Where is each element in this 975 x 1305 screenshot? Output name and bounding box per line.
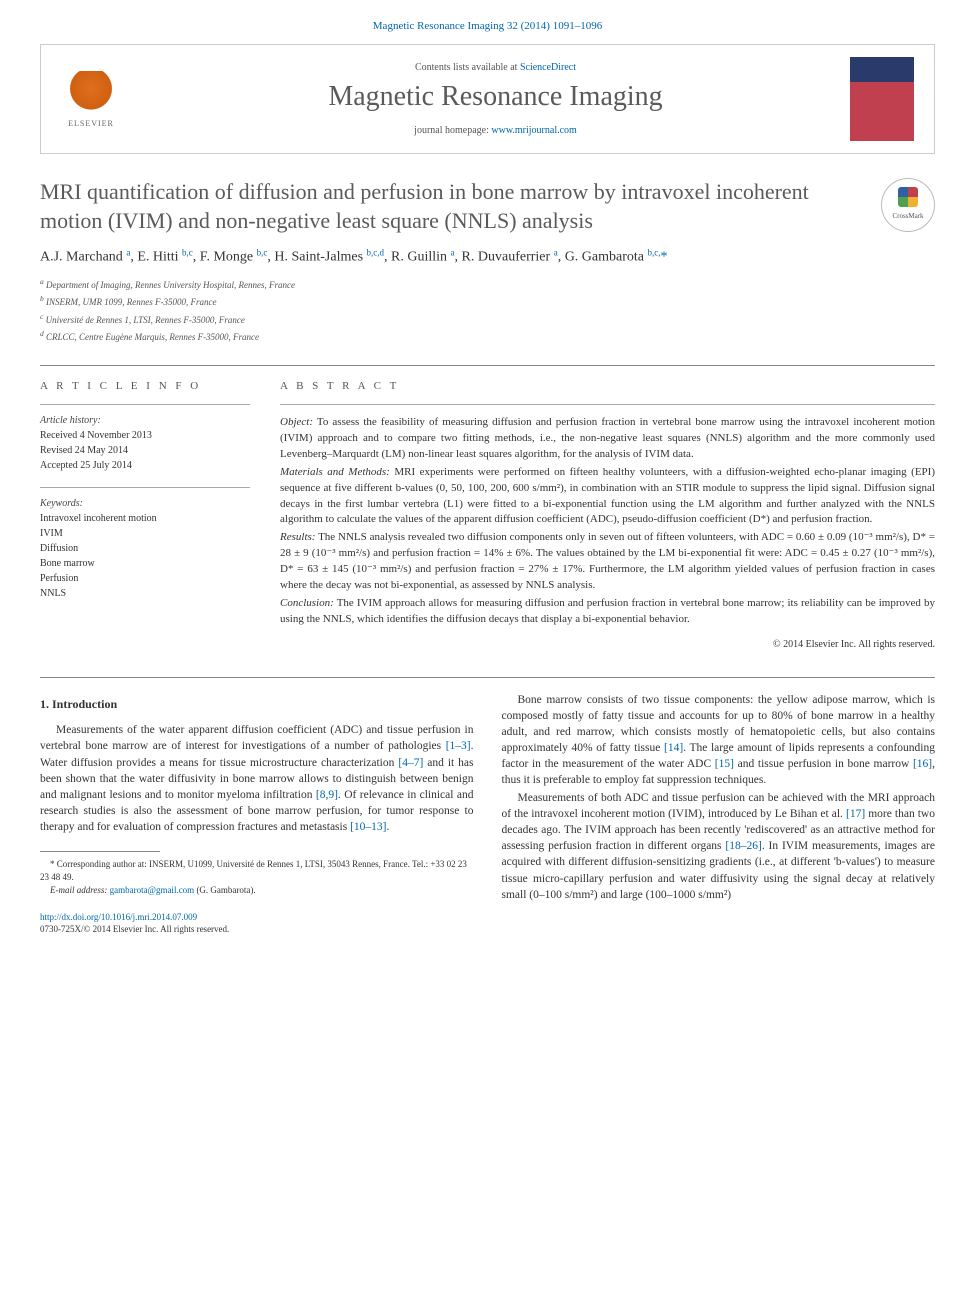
citation-link[interactable]: Magnetic Resonance Imaging 32 (2014) 109… <box>373 20 602 32</box>
elsevier-logo[interactable]: ELSEVIER <box>61 64 121 134</box>
affiliations: a Department of Imaging, Rennes Universi… <box>40 276 935 345</box>
ref-10-13[interactable]: [10–13] <box>350 821 386 833</box>
ref-1-3[interactable]: [1–3] <box>446 740 471 752</box>
abstract-results: Results: The NNLS analysis revealed two … <box>280 531 935 591</box>
article-history: Article history: Received 4 November 201… <box>40 404 250 473</box>
keyword: IVIM <box>40 526 250 541</box>
divider-bottom <box>40 677 935 678</box>
abstract-object: Object: To assess the feasibility of mea… <box>280 416 935 460</box>
affiliation-line: a Department of Imaging, Rennes Universi… <box>40 276 935 293</box>
keyword: Intravoxel incoherent motion <box>40 511 250 526</box>
p1-a: Measurements of the water apparent diffu… <box>40 724 474 752</box>
intro-p2: Bone marrow consists of two tissue compo… <box>502 692 936 789</box>
footnotes: * Corresponding author at: INSERM, U1099… <box>40 858 474 897</box>
email-suffix: (G. Gambarota). <box>194 885 255 895</box>
footer-bar: http://dx.doi.org/10.1016/j.mri.2014.07.… <box>40 911 474 936</box>
header-center: Contents lists available at ScienceDirec… <box>141 62 850 136</box>
article-info-heading: A R T I C L E I N F O <box>40 380 250 392</box>
article-title: MRI quantification of diffusion and perf… <box>40 178 861 235</box>
ref-8-9[interactable]: [8,9] <box>316 789 338 801</box>
journal-homepage: journal homepage: www.mrijournal.com <box>141 125 850 136</box>
keyword: Bone marrow <box>40 556 250 571</box>
ref-15[interactable]: [15] <box>715 758 734 770</box>
keywords-list: Intravoxel incoherent motionIVIMDiffusio… <box>40 511 250 601</box>
elsevier-tree-icon <box>69 71 113 115</box>
abstract-conclusion: Conclusion: The IVIM approach allows for… <box>280 597 935 625</box>
body-text: 1. Introduction Measurements of the wate… <box>40 692 935 936</box>
footnote-divider <box>40 851 160 852</box>
sciencedirect-link[interactable]: ScienceDirect <box>520 62 576 73</box>
title-row: MRI quantification of diffusion and perf… <box>40 178 935 235</box>
journal-cover-thumb[interactable] <box>850 57 914 141</box>
abstract-heading: A B S T R A C T <box>280 380 935 392</box>
article-info-col: A R T I C L E I N F O Article history: R… <box>40 380 250 653</box>
intro-heading: 1. Introduction <box>40 696 474 713</box>
citation-bar: Magnetic Resonance Imaging 32 (2014) 109… <box>40 20 935 32</box>
journal-header: ELSEVIER Contents lists available at Sci… <box>40 44 935 154</box>
keyword: NNLS <box>40 586 250 601</box>
affiliation-line: d CRLCC, Centre Eugène Marquis, Rennes F… <box>40 328 935 345</box>
abstract-copyright: © 2014 Elsevier Inc. All rights reserved… <box>280 638 935 653</box>
authors-line: A.J. Marchand a, E. Hitti b,c, F. Monge … <box>40 247 935 266</box>
affiliation-line: c Université de Rennes 1, LTSI, Rennes F… <box>40 311 935 328</box>
revised-date: Revised 24 May 2014 <box>40 443 250 458</box>
corresponding-author: * Corresponding author at: INSERM, U1099… <box>40 858 474 883</box>
ref-14[interactable]: [14] <box>664 742 683 754</box>
info-abstract-row: A R T I C L E I N F O Article history: R… <box>40 380 935 653</box>
abstract-col: A B S T R A C T Object: To assess the fe… <box>280 380 935 653</box>
email-line: E-mail address: gambarota@gmail.com (G. … <box>40 884 474 897</box>
email-label: E-mail address: <box>50 885 110 895</box>
divider-top <box>40 365 935 366</box>
accepted-date: Accepted 25 July 2014 <box>40 458 250 473</box>
ref-17[interactable]: [17] <box>846 808 865 820</box>
intro-p3: Measurements of both ADC and tissue perf… <box>502 790 936 903</box>
issn-copyright: 0730-725X/© 2014 Elsevier Inc. All right… <box>40 924 229 934</box>
abstract-methods: Materials and Methods: MRI experiments w… <box>280 466 935 526</box>
history-label: Article history: <box>40 413 250 428</box>
contents-prefix: Contents lists available at <box>415 62 520 73</box>
ref-16[interactable]: [16] <box>913 758 932 770</box>
doi-link[interactable]: http://dx.doi.org/10.1016/j.mri.2014.07.… <box>40 912 197 922</box>
elsevier-name: ELSEVIER <box>68 119 114 128</box>
homepage-link[interactable]: www.mrijournal.com <box>491 125 576 136</box>
crossmark-label: CrossMark <box>892 212 923 220</box>
keyword: Perfusion <box>40 571 250 586</box>
received-date: Received 4 November 2013 <box>40 428 250 443</box>
p1-e: . <box>387 821 390 833</box>
journal-name: Magnetic Resonance Imaging <box>141 81 850 113</box>
keyword: Diffusion <box>40 541 250 556</box>
affiliation-line: b INSERM, UMR 1099, Rennes F-35000, Fran… <box>40 293 935 310</box>
p2-c: and tissue perfusion in bone marrow <box>734 758 913 770</box>
keywords-label: Keywords: <box>40 496 250 511</box>
ref-4-7[interactable]: [4–7] <box>398 757 423 769</box>
ref-18-26[interactable]: [18–26] <box>725 840 761 852</box>
email-link[interactable]: gambarota@gmail.com <box>110 885 195 895</box>
crossmark-badge[interactable]: CrossMark <box>881 178 935 232</box>
homepage-prefix: journal homepage: <box>414 125 491 136</box>
contents-available: Contents lists available at ScienceDirec… <box>141 62 850 73</box>
keywords-block: Keywords: Intravoxel incoherent motionIV… <box>40 487 250 601</box>
abstract-text: Object: To assess the feasibility of mea… <box>280 404 935 653</box>
intro-p1: Measurements of the water apparent diffu… <box>40 722 474 835</box>
